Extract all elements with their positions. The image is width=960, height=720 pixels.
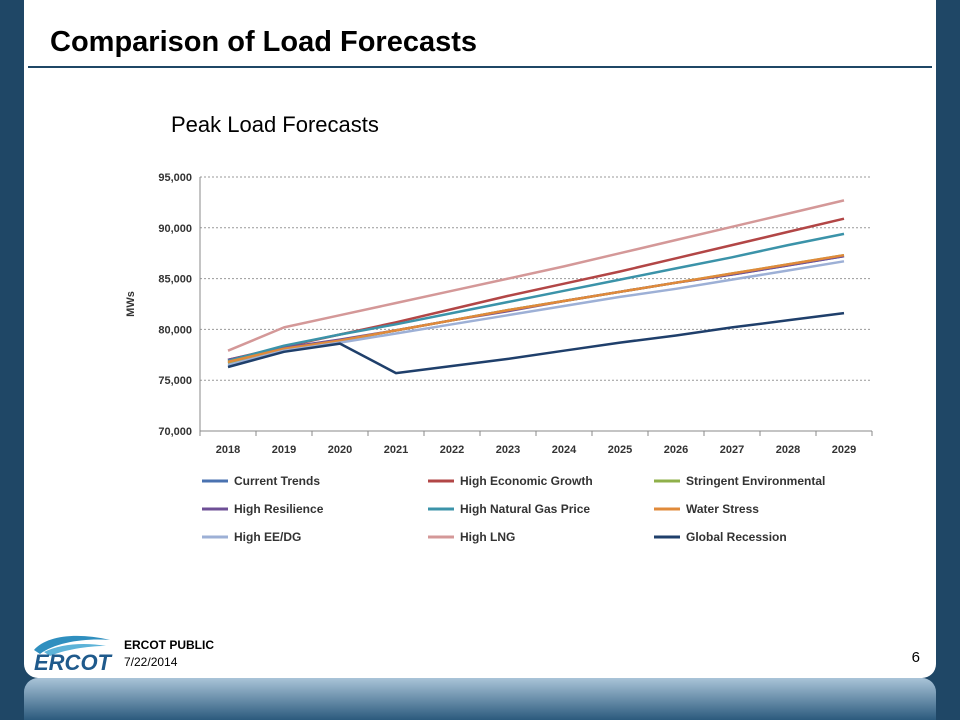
title-divider [28,66,932,68]
chart-title: Peak Load Forecasts [171,112,379,137]
legend-label: Stringent Environmental [686,474,825,488]
line-chart: 70,000 75,000 80,000 85,000 90,000 95,000 2018… [125,172,873,544]
svg-text:ERCOT: ERCOT [34,650,113,674]
series-line [227,253,845,364]
legend-label: High EE/DG [234,530,301,544]
legend-label: Current Trends [234,474,320,488]
x-tick-label: 2024 [552,444,577,456]
series-line [227,232,845,363]
page-title: Comparison of Load Forecasts [50,26,478,58]
y-axis-label: MWs [125,291,137,317]
y-tick-label: 90,000 [158,223,192,235]
x-tick-label: 2028 [776,444,800,456]
y-tick-label: 85,000 [158,274,192,286]
x-tick-label: 2026 [664,444,688,456]
y-tick-label: 75,000 [158,375,192,387]
series-line [227,260,845,367]
x-tick-label: 2022 [440,444,464,456]
legend-label: High LNG [460,530,515,544]
x-tick-label: 2025 [608,444,632,456]
chart-container: 70,000 75,000 80,000 85,000 90,000 95,000 2018… [80,157,876,557]
legend-label: High Economic Growth [460,474,593,488]
x-tick-label: 2021 [384,444,408,456]
bottom-bar [24,678,936,720]
y-tick-label: 70,000 [158,426,192,438]
legend-label: Water Stress [686,502,759,516]
x-tick-label: 2023 [496,444,520,456]
x-tick-label: 2029 [832,444,856,456]
x-tick-label: 2019 [272,444,296,456]
ercot-logo: ERCOT [34,635,113,674]
series-line [227,311,845,375]
x-tick-label: 2018 [216,444,240,456]
classification-label: ERCOT PUBLIC [124,638,214,652]
slide: Comparison of Load Forecasts Peak Load F… [24,0,936,678]
legend-label: High Natural Gas Price [460,502,590,516]
series-line [227,199,845,352]
page-number: 6 [911,649,920,666]
legend-label: High Resilience [234,502,324,516]
y-tick-label: 80,000 [158,324,192,336]
y-tick-label: 95,000 [158,172,192,184]
x-tick-label: 2027 [720,444,744,456]
footer-date: 7/22/2014 [124,655,178,669]
legend-label: Global Recession [686,530,787,544]
x-tick-label: 2020 [328,444,352,456]
